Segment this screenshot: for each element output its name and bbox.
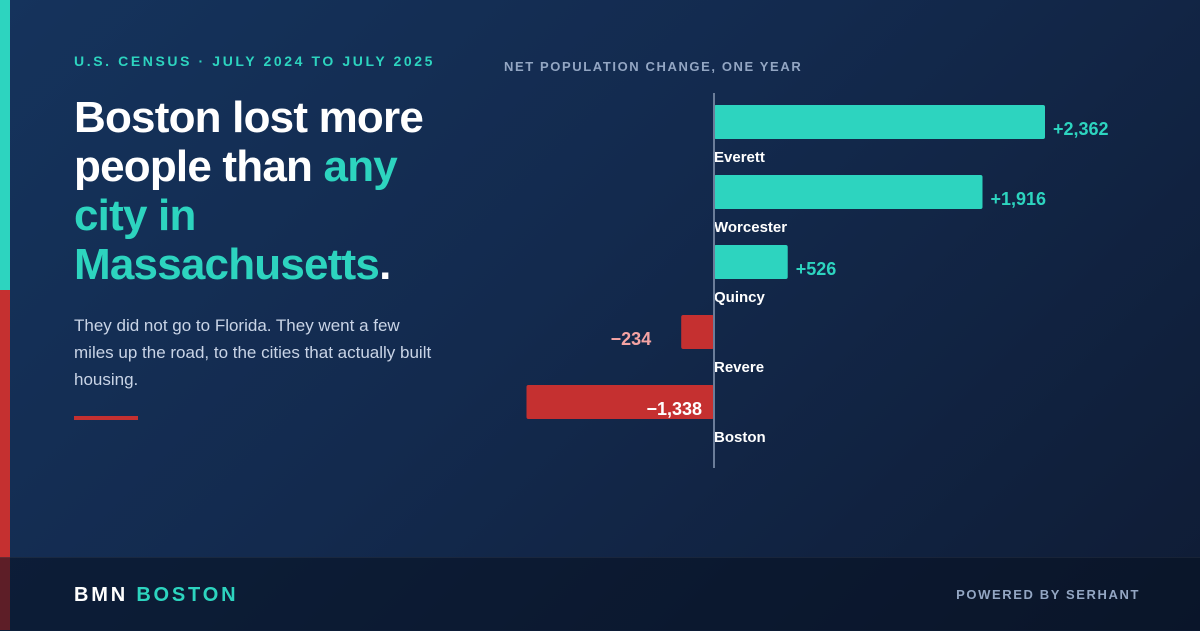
powered-by: POWERED BY SERHANT: [956, 587, 1140, 602]
bar-chart: +2,362 Everett +1,916 Worcester +526 Quincy −2…: [526, 93, 1109, 468]
value-label-worcester: +1,916: [990, 189, 1046, 209]
value-label-boston: −1,338: [646, 399, 702, 419]
value-label-quincy: +526: [796, 259, 837, 279]
footer: BMN BOSTON POWERED BY SERHANT: [0, 557, 1200, 631]
headline-text: Boston lost more people than: [74, 93, 424, 191]
bar-worcester: [714, 175, 983, 209]
accent-bar-teal: [0, 0, 10, 290]
bar-quincy: [714, 245, 788, 279]
brand-logo: BMN BOSTON: [74, 584, 238, 607]
headline-highlight: any city in Massachusetts: [74, 142, 398, 289]
brand-primary: BMN: [74, 584, 128, 606]
divider-rule: [74, 416, 138, 420]
subtext: They did not go to Florida. They went a …: [74, 316, 432, 389]
bar-revere: [681, 315, 714, 349]
accent-bar-red: [0, 290, 10, 630]
category-label-revere: Revere: [714, 359, 764, 376]
value-label-everett: +2,362: [1053, 119, 1109, 139]
headline: Boston lost more people than any city in…: [74, 93, 474, 289]
kicker: U.S. CENSUS · JULY 2024 TO JULY 2025: [74, 53, 436, 69]
chart-title: NET POPULATION CHANGE, ONE YEAR: [504, 59, 803, 74]
headline-period: .: [379, 240, 391, 289]
bar-boston: [526, 385, 714, 419]
category-label-everett: Everett: [714, 149, 765, 166]
category-label-quincy: Quincy: [714, 289, 766, 306]
brand-accent: BOSTON: [136, 584, 239, 606]
bar-everett: [714, 105, 1045, 139]
category-label-boston: Boston: [714, 429, 766, 446]
category-label-worcester: Worcester: [714, 219, 787, 236]
value-label-revere: −234: [611, 329, 652, 349]
